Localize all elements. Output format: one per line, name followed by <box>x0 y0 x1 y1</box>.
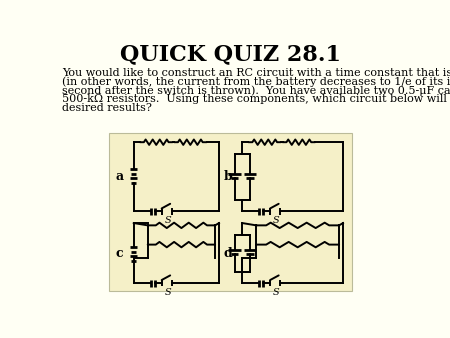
Text: QUICK QUIZ 28.1: QUICK QUIZ 28.1 <box>120 43 341 66</box>
Text: You would like to construct an RC circuit with a time constant that is equal to : You would like to construct an RC circui… <box>63 68 450 77</box>
Text: d: d <box>224 247 233 260</box>
Text: second after the switch is thrown).  You have available two 0.5-μF capacitors an: second after the switch is thrown). You … <box>63 85 450 96</box>
Text: S: S <box>273 216 279 225</box>
Text: 500-kΩ resistors.  Using these components, which circuit below will achieve the: 500-kΩ resistors. Using these components… <box>63 94 450 104</box>
Text: c: c <box>116 247 124 260</box>
Text: S: S <box>165 288 171 297</box>
FancyBboxPatch shape <box>109 133 352 291</box>
Text: b: b <box>224 170 233 183</box>
Text: (in other words, the current from the battery decreases to 1/e of its initial va: (in other words, the current from the ba… <box>63 76 450 87</box>
Text: a: a <box>116 170 124 183</box>
Text: desired results?: desired results? <box>63 103 152 113</box>
Text: S: S <box>165 216 171 225</box>
Text: S: S <box>273 288 279 297</box>
